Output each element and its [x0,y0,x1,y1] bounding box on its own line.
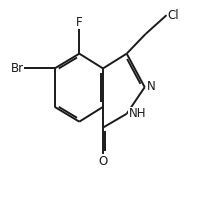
Text: NH: NH [129,107,146,120]
Text: F: F [76,16,83,29]
Text: Br: Br [11,62,24,75]
Text: Cl: Cl [167,9,179,22]
Text: O: O [98,155,108,168]
Text: N: N [147,80,155,93]
